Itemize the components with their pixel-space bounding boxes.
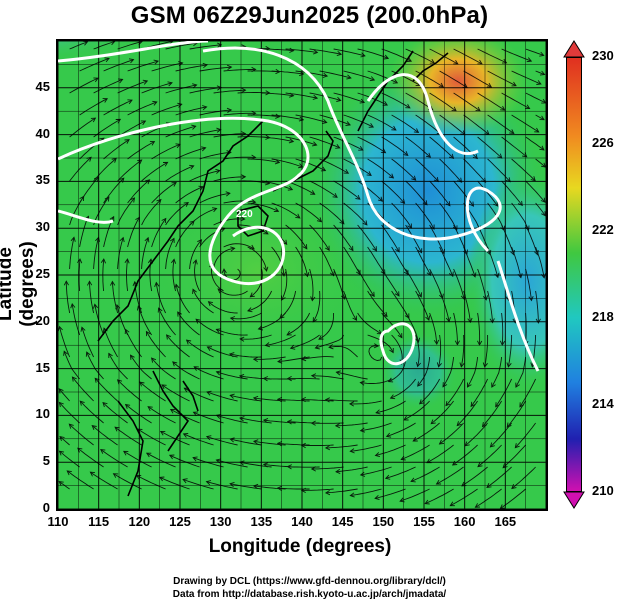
anticyclone-warm-core — [138, 181, 378, 361]
wind-streamline-map: 220 — [58, 41, 546, 509]
x-tick-label: 145 — [331, 514, 354, 529]
x-tick-label: 135 — [250, 514, 273, 529]
colorbar-tick-label: 210 — [592, 483, 614, 498]
x-tick-label: 115 — [88, 514, 110, 529]
colorbar-tick-label: 230 — [592, 48, 614, 63]
colorbar-bottom-arrow — [563, 491, 585, 509]
colorbar — [566, 57, 582, 492]
credit-data: Data from http://database.rish.kyoto-u.a… — [172, 589, 447, 600]
colorbar-tick-label: 226 — [592, 135, 614, 150]
x-tick-label: 165 — [494, 514, 517, 529]
y-tick-label: 35 — [35, 172, 50, 188]
y-tick-label: 15 — [35, 359, 50, 375]
y-tick-label: 25 — [35, 266, 50, 281]
colorbar-tick-label: 218 — [592, 309, 614, 324]
colorbar-tick-label: 222 — [592, 222, 614, 237]
credit-dcl: Drawing by DCL (https://www.gfd-dennou.o… — [173, 576, 446, 587]
x-tick-label: 150 — [372, 514, 395, 529]
colorbar-top-arrow — [563, 40, 585, 58]
x-tick-label: 130 — [209, 514, 232, 529]
x-tick-label: 140 — [291, 514, 313, 529]
geopotential-contours — [58, 41, 540, 372]
map-plot-area: 220 — [56, 39, 548, 511]
x-axis-label: Longitude (degrees) — [208, 536, 392, 557]
northern-cold-region — [58, 41, 398, 151]
y-tick-label: 40 — [35, 125, 50, 141]
y-tick-label: 20 — [35, 312, 50, 328]
map-title: GSM 06Z29Jun2025 (200.0hPa) — [130, 2, 489, 29]
streamlines — [58, 41, 546, 509]
y-tick-label: 5 — [42, 453, 50, 469]
y-tick-label: 30 — [35, 219, 50, 235]
warm-ridge-region — [388, 41, 528, 136]
x-tick-label: 160 — [453, 514, 476, 529]
y-tick-label: 45 — [35, 78, 50, 94]
x-tick-label: 110 — [47, 514, 69, 529]
lat-lon-grid — [58, 41, 546, 509]
colorbar-tick-label: 214 — [592, 396, 614, 411]
y-tick-label: 0 — [42, 500, 50, 515]
x-tick-label: 155 — [413, 514, 435, 529]
y-tick-label: 10 — [35, 406, 50, 422]
x-tick-label: 120 — [128, 514, 151, 529]
colorbar-gradient — [567, 58, 581, 491]
contour-label: 220 — [236, 209, 253, 220]
x-tick-label: 125 — [169, 514, 191, 529]
small-cyan-cell — [378, 331, 458, 411]
